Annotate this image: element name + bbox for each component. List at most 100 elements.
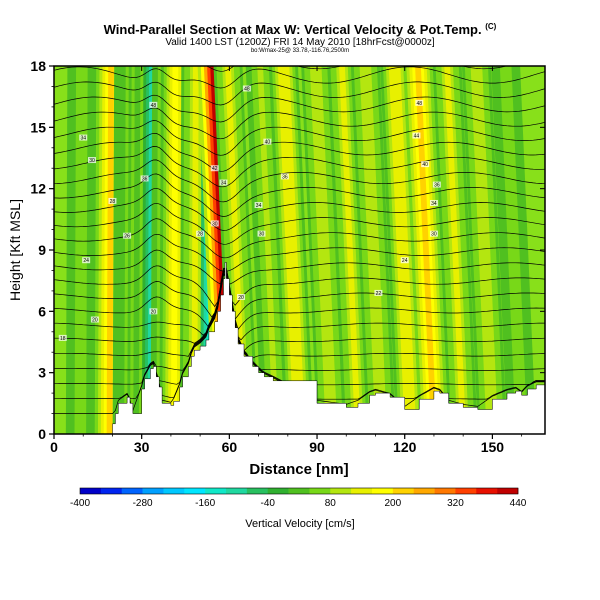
colorbar-swatch [476,488,498,494]
contour-label: 20 [151,309,157,315]
y-tick-label: 9 [38,242,46,258]
contour-label-bg [210,165,219,172]
x-tick-label: 60 [222,439,238,455]
velocity-band [391,66,414,434]
colorbar-tick-label: -400 [70,498,90,509]
velocity-band [77,66,85,434]
colorbar-swatch [288,488,310,494]
colorbar-swatch [434,488,456,494]
contour-labels: 34 30 28 26 24 20 18 48 36 28 34 30 42 20 48 40 36 34 30 20… [58,85,441,342]
contour-label: 22 [376,291,382,297]
colorbar-tick-label: -40 [260,498,275,509]
pot-temp-contour [54,270,545,341]
contour-label-bg [237,294,246,301]
colorbar-swatch [80,488,102,494]
contour-label: 40 [422,162,428,168]
pot-temp-contour [54,272,545,361]
contour-label-bg [280,173,289,180]
contour-label: 48 [244,86,250,92]
contour-label-bg [254,202,263,209]
contour-label: 44 [414,134,420,140]
pot-temp-contour [54,233,545,272]
velocity-band [225,66,247,434]
contour-label: 48 [151,103,157,109]
pot-temp-contours [54,66,545,414]
contour-label: 34 [256,203,262,209]
pot-temp-contour [54,270,545,331]
chart-subsubtitle: bo:Wmax-25@ 33.78,-116.76,2500m [250,48,350,54]
y-axis-label: Height [Kft MSL] [7,199,23,301]
contour-label: 42 [212,166,218,172]
contour-label-bg [149,308,158,315]
contour-label-bg [263,138,272,145]
contour-label-bg [140,175,149,182]
contour-label: 34 [431,201,437,207]
pot-temp-contour [54,271,545,352]
contour-label-bg [374,289,383,296]
velocity-band [362,66,385,434]
colorbar-swatch [205,488,227,494]
pot-temp-contour [54,173,545,217]
contour-label: 30 [259,232,265,238]
y-tick-label: 0 [38,426,46,442]
contour-label-bg [400,257,409,264]
contour-label-bg [242,85,251,92]
colorbar-swatch [163,488,185,494]
contour-label: 48 [417,101,423,107]
pot-temp-contour [54,272,545,371]
velocity-band [473,66,496,434]
colorbar-swatch [184,488,206,494]
contour-label-bg [429,230,438,237]
contour-label-bg [58,334,67,341]
colorbar-swatch [121,488,143,494]
contour-label: 36 [282,174,288,180]
colorbar-swatch [392,488,415,494]
colorbar-swatch [100,488,123,494]
pot-temp-contour [54,187,545,231]
contour-label: 36 [434,183,440,189]
y-tick-label: 15 [30,119,46,135]
contour-label-bg [210,220,219,227]
colorbar-swatch [226,488,248,494]
contour-label: 28 [110,199,116,205]
chart-subtitle: Valid 1400 LST (1200Z) FRI 14 May 2010 [… [165,37,435,48]
pot-temp-contour [54,81,545,106]
contour-label: 18 [60,336,66,342]
pot-temp-contour [54,132,545,172]
terrain-layer [54,262,545,434]
contour-label: 30 [89,158,95,164]
y-tick-label: 12 [30,181,46,197]
contour-label-bg [123,232,132,239]
contour-label-bg [219,179,228,186]
pot-temp-contour [54,94,545,123]
colorbar-swatch [267,488,289,494]
contour-label: 34 [80,136,86,142]
colorbar-swatch [330,488,352,494]
x-tick-label: 0 [50,439,58,455]
colorbar-tick-label: -280 [133,498,153,509]
chart-title-text: Wind-Parallel Section at Max W: Vertical… [103,22,482,37]
contour-label: 28 [197,232,203,238]
velocity-band [312,66,335,434]
colorbar-label: Vertical Velocity [cm/s] [245,518,355,530]
contour-label-bg [412,132,421,139]
y-tick-label: 6 [38,303,46,319]
pot-temp-contour [54,249,545,285]
contour-label-bg [257,230,266,237]
y-tick-label: 3 [38,365,46,381]
contour-label-bg [149,101,158,108]
colorbar-swatch [455,488,477,494]
pot-temp-contour [54,107,545,140]
pot-temp-contour [54,66,545,89]
contour-label-bg [421,161,430,168]
colorbar-swatch [351,488,373,494]
contour-label: 36 [142,176,148,182]
contour-label: 20 [92,318,98,324]
pot-temp-contour [54,120,545,156]
contour-label: 26 [124,234,130,240]
x-tick-label: 30 [134,439,150,455]
colorbar-swatch [142,488,164,494]
